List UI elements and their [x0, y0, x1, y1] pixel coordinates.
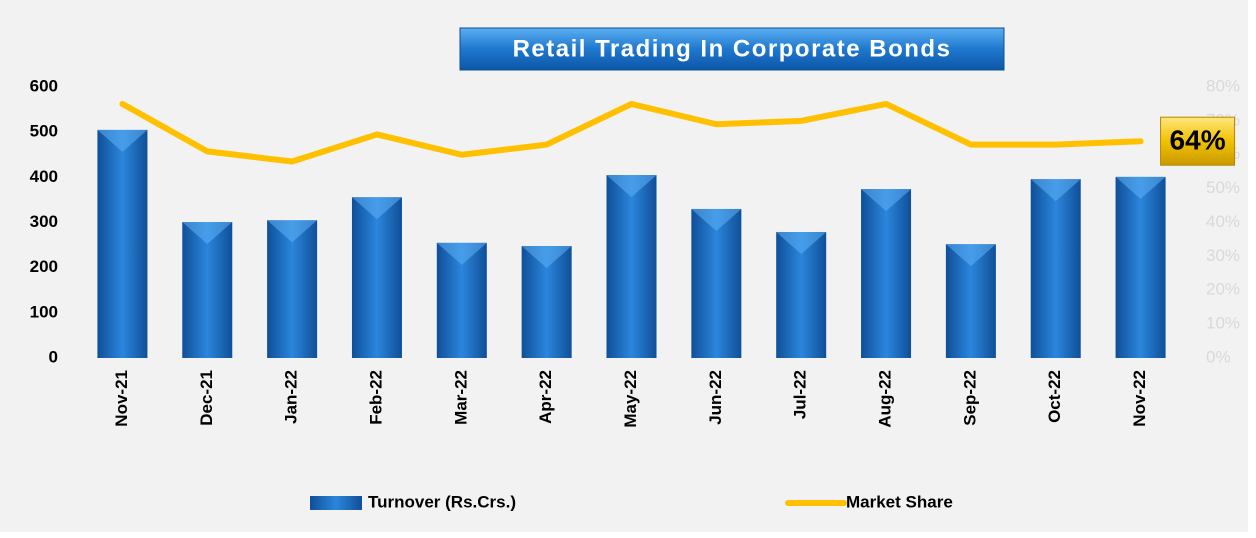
y2-tick-label: 40% — [1206, 212, 1240, 231]
y-tick-label: 400 — [30, 167, 58, 186]
y-tick-label: 100 — [30, 302, 58, 321]
y2-tick-label: 30% — [1206, 246, 1240, 265]
legend-swatch — [310, 496, 362, 510]
x-tick-label: May-22 — [621, 370, 640, 428]
bar — [182, 222, 233, 358]
bar — [606, 175, 657, 358]
y-tick-label: 200 — [30, 257, 58, 276]
bar-highlight — [182, 222, 233, 245]
x-tick-label: Nov-22 — [1130, 370, 1149, 427]
bar-highlight — [691, 208, 742, 231]
y2-tick-label: 0% — [1206, 347, 1231, 366]
bar — [861, 189, 912, 358]
x-tick-label: Jun-22 — [706, 370, 725, 425]
x-tick-label: Apr-22 — [536, 370, 555, 424]
x-tick-label: Mar-22 — [451, 370, 470, 425]
y-tick-label: 300 — [30, 212, 58, 231]
x-tick-label: Dec-21 — [197, 370, 216, 426]
bar — [1030, 179, 1081, 358]
bar-highlight — [1030, 179, 1081, 202]
y2-tick-label: 50% — [1206, 178, 1240, 197]
bar-highlight — [521, 245, 572, 268]
x-tick-label: Jan-22 — [282, 370, 301, 424]
bar — [351, 197, 402, 358]
y-tick-label: 500 — [30, 122, 58, 141]
x-tick-label: Aug-22 — [876, 370, 895, 428]
y2-tick-label: 80% — [1206, 76, 1240, 95]
y2-tick-label: 10% — [1206, 314, 1240, 333]
bar-highlight — [97, 129, 148, 152]
plot-area: 01002003004005006000%10%20%30%40%50%60%7… — [30, 76, 1240, 511]
chart-title: Retail Trading In Corporate Bonds — [513, 35, 952, 62]
y-tick-label: 0 — [49, 347, 58, 366]
bar-highlight — [351, 197, 402, 220]
legend-label: Turnover (Rs.Crs.) — [368, 492, 516, 511]
line — [119, 100, 1144, 165]
data-label-box — [1160, 116, 1236, 166]
bar — [691, 208, 742, 358]
bar-highlight — [1115, 176, 1166, 199]
y-tick-label: 600 — [30, 76, 58, 95]
x-tick-label: Feb-22 — [366, 370, 385, 425]
bar — [267, 220, 318, 358]
y2-tick-label: 20% — [1206, 280, 1240, 299]
x-tick-label: Nov-21 — [112, 370, 131, 427]
bar — [97, 129, 148, 358]
bar-highlight — [776, 231, 827, 254]
x-tick-label: Sep-22 — [960, 370, 979, 426]
legend-label: Market Share — [846, 492, 953, 511]
bar-highlight — [606, 175, 657, 198]
title-box — [459, 27, 1005, 71]
bar — [1115, 176, 1166, 358]
bar-highlight — [945, 244, 996, 267]
bar-highlight — [861, 189, 912, 212]
x-tick-label: Jul-22 — [791, 370, 810, 419]
x-tick-label: Oct-22 — [1045, 370, 1064, 423]
bar-highlight — [267, 220, 318, 243]
bar-highlight — [436, 242, 487, 265]
data-label: 64% — [1170, 125, 1226, 156]
